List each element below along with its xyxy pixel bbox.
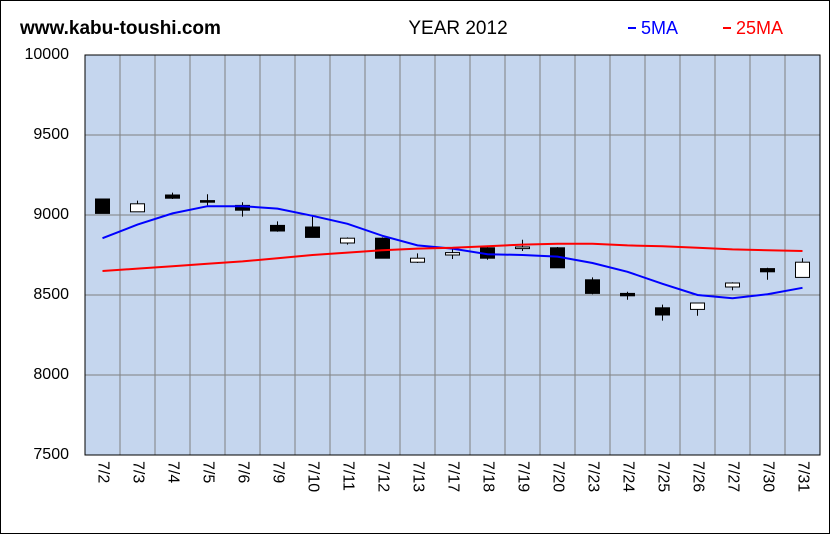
candle-body [690,302,705,310]
site-label: www.kabu-toushi.com [19,18,221,39]
candle-body [760,268,775,273]
plot-border [84,54,821,456]
candle-body [585,279,600,294]
x-tick-label: 7/13 [409,461,426,492]
x-tick-label: 7/4 [164,461,181,483]
x-tick-label: 7/23 [584,461,601,492]
x-tick-label: 7/12 [374,461,391,492]
ma-line [102,242,803,272]
x-tick-label: 7/19 [514,461,531,492]
x-tick-label: 7/17 [444,461,461,492]
candle-body [270,224,285,232]
x-tick-label: 7/2 [94,461,111,483]
x-tick-label: 7/9 [269,461,286,483]
candle-body [655,307,670,316]
x-tick-label: 7/18 [479,461,496,492]
chart-title: YEAR 2012 [408,18,507,39]
x-tick-label: 7/20 [549,461,566,492]
candle-body [445,252,460,256]
candle-body [725,282,740,288]
y-tick-label: 9000 [33,206,69,223]
y-tick-label: 9500 [33,126,69,143]
x-tick-label: 7/27 [724,461,741,492]
x-tick-label: 7/26 [689,461,706,492]
x-tick-label: 7/11 [339,461,356,491]
y-tick-label: 8500 [33,286,69,303]
y-tick-label: 7500 [33,446,69,463]
x-tick-label: 7/6 [234,461,251,483]
candle-body [620,292,635,297]
x-tick-label: 7/3 [129,461,146,483]
x-tick-label: 7/5 [199,461,216,483]
candle-body [305,226,320,238]
candle-body [375,237,390,259]
candle-body [95,198,110,214]
y-tick-label: 8000 [33,366,69,383]
x-tick-label: 7/30 [759,461,776,492]
x-tick-label: 7/25 [654,461,671,492]
candle-body [200,200,215,203]
x-tick-label: 7/31 [794,461,811,492]
legend-label: 25MA [736,18,783,38]
candle-body [410,257,425,263]
x-tick-label: 7/10 [304,461,321,492]
candle-body [165,194,180,199]
legend-label: 5MA [641,18,678,38]
y-tick-label: 10000 [25,46,70,63]
candle-body [340,237,355,244]
candle-body [515,246,530,250]
candle-body [130,203,145,213]
x-tick-label: 7/24 [619,461,636,492]
candle-body [795,261,810,278]
